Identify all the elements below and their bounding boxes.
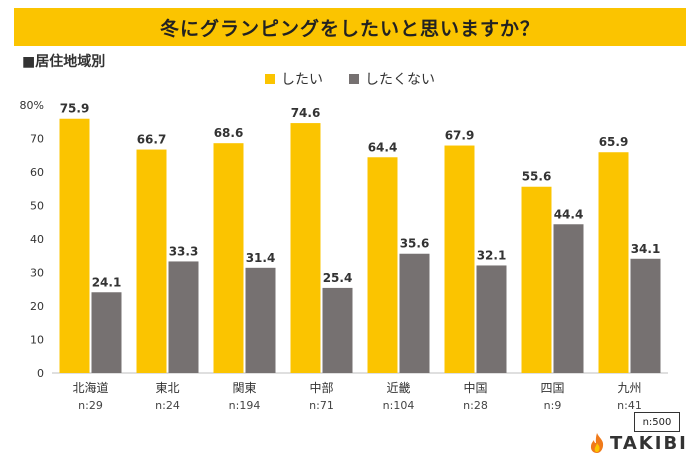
data-label-want: 74.6 [291,106,321,120]
legend: したい したくない [0,69,700,89]
bar-not-want [91,292,122,373]
bar-want [136,149,167,373]
bar-want [213,143,244,373]
data-label-not-want: 32.1 [477,248,507,262]
bar-not-want [399,253,430,373]
flame-icon [590,433,604,453]
y-tick-label: 50 [30,200,44,213]
x-category-label: 中国 [463,380,487,395]
data-label-not-want: 34.1 [631,242,661,256]
x-category-label: 近畿 [386,381,410,395]
brand-logo: TAKIBI [588,432,688,454]
brand-name: TAKIBI [610,432,688,454]
bar-not-want [476,265,507,373]
data-label-not-want: 24.1 [92,275,122,289]
bar-not-want [630,258,661,373]
y-tick-label: 20 [30,300,44,313]
data-label-want: 67.9 [445,129,475,143]
bar-want [367,157,398,373]
x-sample-label: n:104 [383,399,415,412]
data-label-not-want: 44.4 [554,207,584,221]
bar-want [444,145,475,373]
x-category-label: 関東 [232,381,256,395]
y-tick-label: 40 [30,233,44,246]
bar-not-want [168,261,199,373]
data-label-want: 64.4 [368,140,398,154]
y-tick-label: 10 [30,334,44,347]
data-label-not-want: 31.4 [246,251,276,265]
data-label-want: 65.9 [599,135,629,149]
chart-title: 冬にグランピングをしたいと思いますか？ [159,17,540,40]
y-tick-label: 0 [37,367,44,380]
x-category-label: 北海道 [72,380,108,395]
legend-label-not-want: したくない [365,72,435,88]
sample-size-label: n:500 [642,416,672,428]
title-bar: 冬にグランピングをしたいと思いますか？ [14,8,686,46]
y-tick-label: 70 [30,133,44,146]
bar-want [521,186,552,373]
sample-size-box: n:500 [634,412,680,432]
data-label-want: 68.6 [214,126,244,140]
x-sample-label: n:71 [309,399,334,412]
legend-swatch-want [265,74,275,84]
data-label-want: 66.7 [137,133,167,147]
legend-label-want: したい [281,72,323,88]
y-tick-label: 60 [30,166,44,179]
x-sample-label: n:194 [229,399,261,412]
bar-not-want [322,287,353,373]
x-category-label: 中部 [309,380,333,395]
x-sample-label: n:9 [544,399,562,412]
bar-not-want [245,267,276,373]
y-tick-label: 30 [30,267,44,280]
bar-want [290,123,321,373]
x-sample-label: n:29 [78,399,103,412]
x-category-label: 九州 [617,381,641,395]
data-label-not-want: 33.3 [169,244,199,258]
x-sample-label: n:24 [155,399,180,412]
x-category-label: 四国 [540,381,564,395]
bar-not-want [553,224,584,373]
bar-want [598,152,629,373]
x-category-label: 東北 [155,381,179,395]
x-sample-label: n:41 [617,399,642,412]
legend-item-want: したい [265,69,323,89]
data-label-not-want: 25.4 [323,271,353,285]
legend-swatch-not-want [349,74,359,84]
bar-want [59,118,90,373]
data-label-want: 55.6 [522,170,552,184]
x-sample-label: n:28 [463,399,488,412]
y-tick-label: 80% [20,99,44,112]
legend-item-not-want: したくない [349,69,435,89]
chart-subtitle: ■居住地域別 [22,54,106,70]
data-label-want: 75.9 [60,102,90,116]
data-label-not-want: 35.6 [400,237,430,251]
